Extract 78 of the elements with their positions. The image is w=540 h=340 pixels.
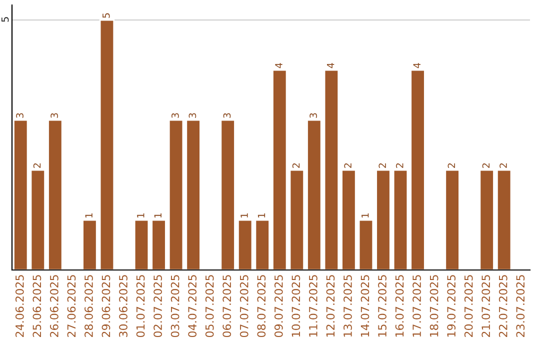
data-label: 2 (396, 163, 404, 168)
data-label: 4 (413, 62, 420, 68)
data-label: 3 (188, 113, 196, 118)
x-tick-label: 26.06.2025 (50, 275, 58, 337)
bar (168, 119, 184, 270)
x-tick-label: 03.07.2025 (170, 275, 180, 338)
bar (479, 169, 494, 270)
bar (220, 119, 236, 270)
bar (272, 69, 288, 270)
data-label: 3 (223, 113, 231, 118)
x-tick-label: 01.07.2025 (136, 275, 145, 338)
data-label: 3 (172, 113, 179, 118)
data-label: 1 (85, 213, 92, 218)
data-label: 5 (102, 13, 110, 18)
data-label: 2 (500, 163, 507, 168)
x-tick-label: 27.06.2025 (67, 275, 76, 337)
data-label: 4 (327, 62, 334, 68)
x-tick-label: 18.07.2025 (430, 275, 438, 337)
bar (48, 119, 63, 270)
x-tick-label: 09.07.2025 (274, 275, 283, 338)
x-tick-label: 11.07.2025 (308, 275, 318, 337)
x-tick-label: 30.06.2025 (119, 275, 128, 337)
x-tick-label: 14.07.2025 (360, 275, 370, 337)
x-tick-label: 28.06.2025 (84, 275, 93, 337)
bar (254, 219, 270, 270)
bar (341, 169, 356, 270)
x-tick-label: 24.06.2025 (15, 275, 24, 337)
x-tick-label: 04.07.2025 (188, 275, 197, 338)
x-tick-label: 13.07.2025 (344, 275, 352, 337)
bar (30, 169, 46, 270)
x-tick-label: 23.07.2025 (516, 275, 525, 337)
x-tick-label: 17.07.2025 (412, 275, 421, 337)
bar (289, 169, 304, 270)
bar (13, 119, 28, 270)
x-tick-label: 22.07.2025 (498, 275, 508, 337)
bar (151, 219, 166, 270)
bar (99, 19, 115, 270)
bar (410, 69, 426, 270)
data-label: 2 (344, 163, 352, 168)
x-tick-label: 05.07.2025 (205, 275, 214, 338)
data-label: 4 (275, 62, 282, 68)
x-tick-label: 02.07.2025 (154, 275, 162, 338)
bar (238, 219, 253, 270)
x-tick-label: 07.07.2025 (240, 275, 248, 338)
bar (186, 119, 201, 270)
data-label: 2 (448, 163, 455, 168)
x-tick-label: 21.07.2025 (482, 275, 490, 337)
x-tick-label: 06.07.2025 (222, 275, 232, 338)
x-tick-label: 29.06.2025 (102, 275, 110, 337)
data-label: 3 (50, 113, 58, 118)
bar (376, 169, 391, 270)
data-label: 1 (240, 213, 248, 218)
x-tick-label: 10.07.2025 (292, 275, 300, 337)
bar (134, 219, 150, 270)
bar (444, 169, 460, 270)
x-tick-label: 12.07.2025 (326, 275, 335, 337)
data-label: 3 (310, 113, 317, 118)
x-tick-label: 15.07.2025 (378, 275, 386, 337)
data-label: 2 (482, 163, 490, 168)
data-label: 1 (258, 213, 266, 218)
data-label: 1 (137, 213, 144, 218)
bar (496, 169, 512, 270)
x-tick-label: 19.07.2025 (447, 275, 456, 337)
x-tick-label: 20.07.2025 (464, 275, 473, 337)
bar (324, 69, 340, 270)
data-label: 3 (16, 113, 24, 118)
data-label: 2 (33, 163, 41, 168)
x-tick-label: 16.07.2025 (395, 275, 404, 337)
bar (82, 219, 98, 270)
bar (358, 219, 374, 270)
x-tick-label: 25.06.2025 (32, 275, 42, 337)
data-label: 2 (292, 163, 300, 168)
x-tick-label: 08.07.2025 (257, 275, 266, 338)
bar (392, 169, 408, 270)
bar (306, 119, 322, 270)
data-label: 2 (378, 163, 386, 168)
data-label: 1 (362, 213, 369, 218)
data-label: 1 (154, 213, 162, 218)
